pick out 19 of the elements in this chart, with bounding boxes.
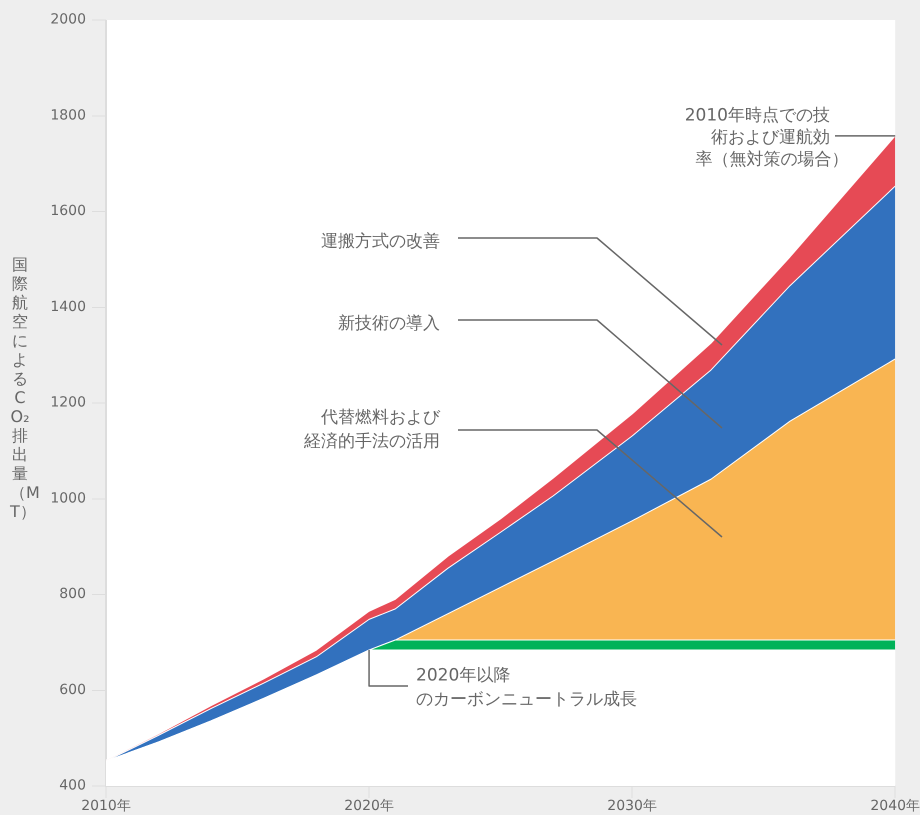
annotation: 新技術の導入	[338, 313, 440, 334]
annotation: 運搬方式の改善	[321, 231, 440, 252]
y-tick-label: 800	[59, 586, 86, 602]
y-tick-label: 1800	[50, 107, 86, 124]
y-tick-label: 2000	[50, 12, 86, 28]
annotation: 代替燃料および経済的手法の活用	[303, 407, 441, 452]
x-tick-label: 2030年	[607, 798, 657, 814]
x-tick-label: 2020年	[344, 798, 394, 814]
text: 国際航空によるCO₂排出量（MT）	[10, 255, 40, 521]
y-tick-label: 1200	[50, 394, 86, 411]
x-tick-label: 2040年	[870, 798, 920, 814]
y-tick-label: 600	[59, 682, 86, 698]
y-tick-label: 1600	[50, 203, 86, 220]
y-tick-label: 1000	[50, 490, 86, 506]
annotation: 2020年以降のカーボンニュートラル成長	[416, 665, 637, 710]
annotation: 2010年時点での技術および運航効率（無対策の場合）	[684, 105, 848, 170]
y-tick-label: 400	[59, 778, 86, 794]
y-tick-label: 1400	[50, 298, 86, 315]
x-tick-label: 2010年	[81, 798, 131, 814]
